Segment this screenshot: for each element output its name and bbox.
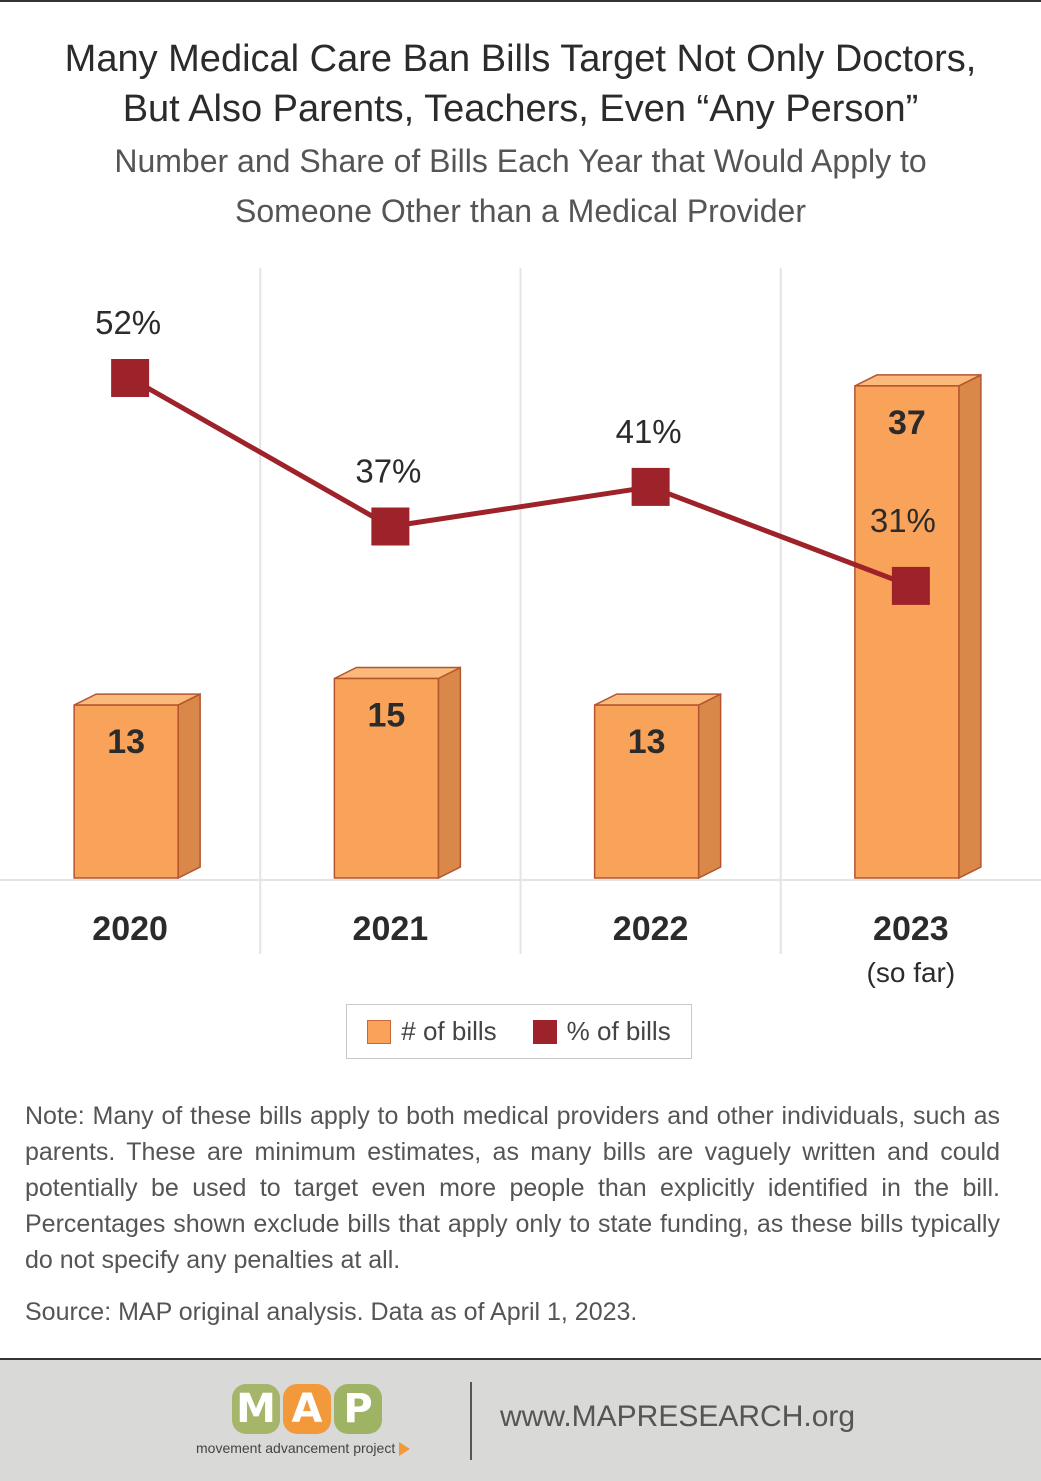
legend-label-bills: # of bills <box>401 1016 497 1046</box>
footer: M A P movement advancement project www.M… <box>0 1358 1041 1481</box>
source-text: Source: MAP original analysis. Data as o… <box>25 1298 638 1326</box>
chart-legend: # of bills % of bills <box>346 1004 692 1059</box>
legend-item-bills: # of bills <box>367 1016 497 1047</box>
pct-marker-2023 <box>891 566 930 605</box>
bar-side-face <box>177 692 201 880</box>
bar-side-face <box>697 692 722 880</box>
chart-subtitle: Number and Share of Bills Each Year that… <box>0 136 1041 236</box>
x-tick-label-2020: 2020 <box>92 910 168 948</box>
bar-front-face <box>73 704 179 879</box>
bar-side-face <box>958 373 982 880</box>
title-line-2: But Also Parents, Teachers, Even “Any Pe… <box>122 88 919 130</box>
top-rule <box>0 0 1041 2</box>
title-line-1: Many Medical Care Ban Bills Target Not O… <box>64 38 977 80</box>
logo-tagline: movement advancement project <box>196 1440 411 1457</box>
logo-letter-m: M <box>232 1384 280 1434</box>
x-tick-label-2021: 2021 <box>353 910 429 948</box>
bar-value-label-2020: 13 <box>107 723 145 761</box>
chart-title: Many Medical Care Ban Bills Target Not O… <box>0 34 1041 134</box>
pct-value-label-2023: 31% <box>870 502 936 539</box>
bar-value-label-2023: 37 <box>888 404 926 442</box>
subtitle-line-2: Someone Other than a Medical Provider <box>235 193 806 229</box>
bar-front-face <box>593 704 700 879</box>
bar-front-face <box>333 677 440 879</box>
x-tick-label-2023: 2023 <box>873 910 949 948</box>
bar-top-face <box>73 693 201 706</box>
legend-label-pct: % of bills <box>566 1016 671 1046</box>
pct-series-line <box>128 375 912 589</box>
bar-front-face <box>854 385 960 879</box>
pct-marker-2020 <box>111 359 150 397</box>
bar-2022 <box>593 692 722 880</box>
bar-top-face <box>854 374 982 387</box>
pct-marker-2021 <box>371 507 410 546</box>
legend-swatch-bills <box>367 1019 392 1044</box>
bar-value-label-2022: 13 <box>628 723 666 761</box>
pct-value-label-2020: 52% <box>95 304 161 341</box>
bar-2020 <box>73 692 201 880</box>
legend-item-pct: % of bills <box>532 1016 671 1047</box>
bar-2021 <box>333 666 462 880</box>
bar-top-face <box>594 693 721 706</box>
subtitle-line-1: Number and Share of Bills Each Year that… <box>114 143 927 179</box>
bar-value-label-2021: 15 <box>367 697 405 735</box>
logo-letters: M A P <box>232 1384 382 1434</box>
logo-letter-p: P <box>334 1384 382 1434</box>
footer-url-link[interactable]: www.MAPRESEARCH.org <box>500 1400 856 1433</box>
bar-side-face <box>437 666 462 880</box>
legend-swatch-pct <box>532 1019 557 1044</box>
bills-chart: 13 15 13 37 52% 37% 41% 31% 2020 2021 2022 2023 (so … <box>0 268 1041 988</box>
bar-2023 <box>854 373 982 880</box>
logo-tagline-text: movement advancement project <box>196 1440 396 1456</box>
x-tick-label-2022: 2022 <box>613 910 689 948</box>
bar-top-face <box>334 666 461 680</box>
pct-marker-2022 <box>631 467 670 506</box>
map-logo[interactable]: M A P movement advancement project <box>196 1384 446 1460</box>
note-text: Note: Many of these bills apply to both … <box>25 1102 1000 1274</box>
x-tick-sublabel-2023: (so far) <box>867 957 956 988</box>
footer-divider <box>470 1382 472 1460</box>
play-arrow-icon <box>399 1442 411 1457</box>
pct-value-label-2021: 37% <box>355 453 421 490</box>
pct-value-label-2022: 41% <box>616 413 682 450</box>
logo-letter-a: A <box>283 1384 331 1434</box>
